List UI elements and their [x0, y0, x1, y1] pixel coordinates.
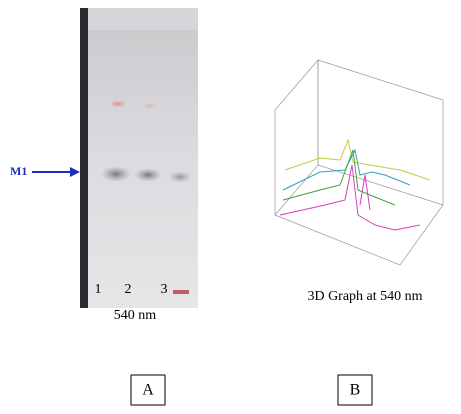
lane-label: 1 [95, 282, 102, 297]
panel-caption: 3D Graph at 540 nm [307, 289, 422, 304]
lane-label: 2 [125, 282, 132, 297]
label-box [337, 374, 373, 406]
panel-label: B [350, 382, 361, 399]
3d-graph [274, 59, 444, 266]
tlc-plate [80, 8, 198, 308]
label-box [130, 374, 166, 406]
marker-arrow [32, 167, 80, 177]
lane-label: 3 [161, 282, 168, 297]
panel-caption: 540 nm [114, 308, 157, 323]
marker-label: M1 [10, 164, 27, 178]
panel-label: A [142, 382, 154, 399]
